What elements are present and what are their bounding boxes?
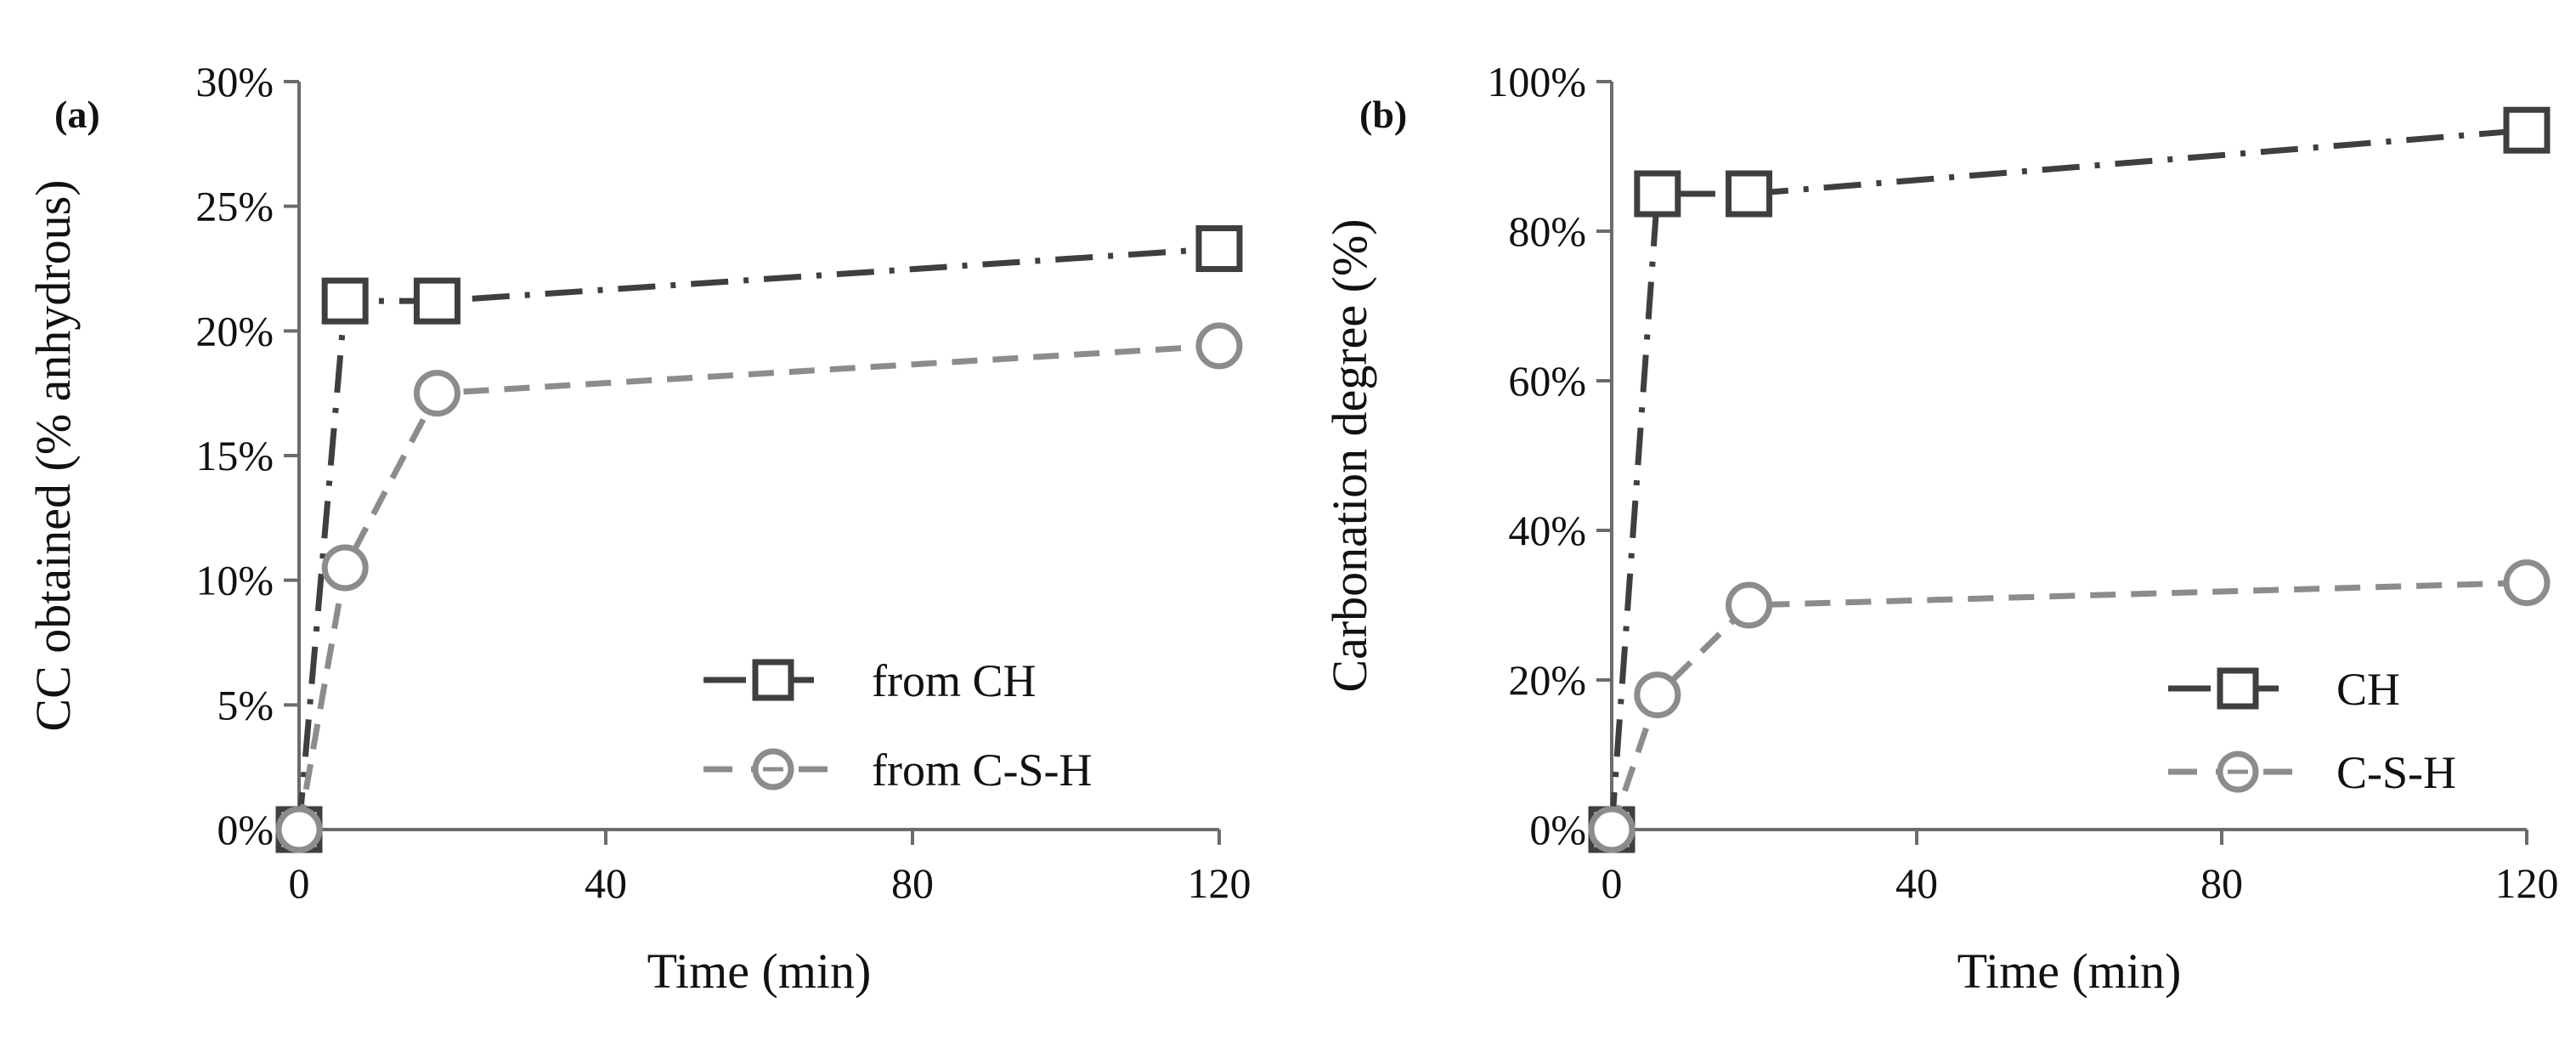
y-tick-label: 15% xyxy=(195,432,274,479)
x-tick-label: 120 xyxy=(1188,859,1251,907)
chart-b: 0% 20% 40% 60% 80% 100% 0 40 80 120 Time (min) Carb… xyxy=(1322,58,2559,999)
data-point xyxy=(1588,806,1635,853)
y-tick-label: 60% xyxy=(1508,357,1586,405)
y-axis-title: Carbonation degree (%) xyxy=(1322,218,1377,692)
data-point xyxy=(1634,170,1681,218)
y-tick-label: 100% xyxy=(1487,58,1586,105)
series-line xyxy=(296,246,1220,830)
x-tick-label: 0 xyxy=(1602,859,1623,907)
legend-label: from C-S-H xyxy=(872,745,1092,796)
data-point xyxy=(321,277,369,325)
y-tick-label: 20% xyxy=(195,307,274,354)
data-point xyxy=(2503,106,2551,154)
data-point xyxy=(2503,559,2551,607)
x-tick-label: 0 xyxy=(289,859,310,907)
y-tick-label: 80% xyxy=(1508,207,1586,255)
series-line xyxy=(296,343,1220,830)
panel-label: (a) xyxy=(54,93,100,136)
chart-a: 0% 5% 10% 15% 20% 25% 30% 0 40 80 120 Time (min) CC … xyxy=(25,58,1251,999)
y-tick-label: 5% xyxy=(217,681,274,728)
x-tick-label: 120 xyxy=(2495,859,2559,907)
data-point xyxy=(1634,671,1681,719)
series-line xyxy=(1608,580,2528,831)
legend-label: from CH xyxy=(872,655,1036,706)
y-tick-label: 0% xyxy=(217,806,274,853)
y-tick-label: 40% xyxy=(1508,507,1586,554)
legend-entry: from CH xyxy=(703,655,1036,706)
y-tick-label: 10% xyxy=(195,557,274,604)
series-ch xyxy=(1588,106,2551,853)
x-tick-label: 80 xyxy=(2200,859,2243,907)
series-csh xyxy=(275,322,1243,853)
x-axis-title: Time (min) xyxy=(1957,943,2182,999)
legend-label: C-S-H xyxy=(2336,747,2456,798)
legend-label: CH xyxy=(2336,664,2400,715)
series-line xyxy=(1608,127,2528,830)
data-point xyxy=(1195,225,1243,273)
y-tick-label: 30% xyxy=(195,58,274,105)
data-point xyxy=(413,370,460,417)
legend-square-icon xyxy=(2217,667,2259,710)
legend-square-icon xyxy=(752,659,794,701)
data-point xyxy=(413,277,460,325)
y-tick-label: 20% xyxy=(1508,656,1586,704)
y-tick-label: 25% xyxy=(195,183,274,230)
x-tick-label: 40 xyxy=(585,859,627,907)
data-point xyxy=(321,544,369,592)
panel-label: (b) xyxy=(1359,93,1407,136)
data-point xyxy=(1726,170,1773,218)
legend-entry: CH xyxy=(2168,664,2400,715)
legend-entry: from C-S-H xyxy=(703,745,1092,796)
y-axis-title: CC obtained (% anhydrous) xyxy=(25,179,81,731)
y-tick-label: 0% xyxy=(1529,806,1586,853)
x-tick-label: 80 xyxy=(891,859,934,907)
legend-entry: C-S-H xyxy=(2168,747,2456,798)
x-tick-label: 40 xyxy=(1895,859,1938,907)
data-point xyxy=(1195,322,1243,370)
data-point xyxy=(275,806,323,853)
x-axis-title: Time (min) xyxy=(647,943,872,999)
series-csh xyxy=(1588,559,2551,853)
data-point xyxy=(1726,581,1773,629)
